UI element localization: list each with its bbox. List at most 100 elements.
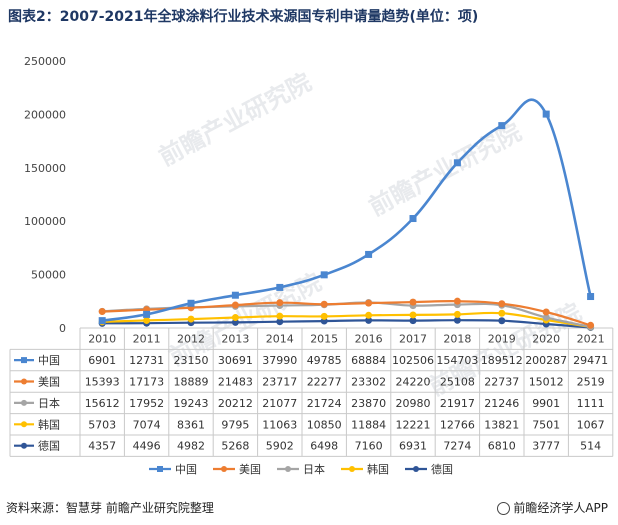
data-point-4-6 <box>365 316 373 324</box>
data-point-0-5 <box>320 271 328 279</box>
x-tick-label: 2014 <box>266 333 294 346</box>
data-label: 11884 <box>351 418 386 431</box>
data-label: 23302 <box>351 376 386 389</box>
data-point-3-5 <box>320 312 328 320</box>
data-label: 7074 <box>133 418 161 431</box>
data-label: 4496 <box>133 440 161 453</box>
data-label: 22277 <box>307 376 342 389</box>
x-tick-label: 2015 <box>310 333 338 346</box>
data-point-1-6 <box>365 299 373 307</box>
y-tick-label: 100000 <box>24 215 66 228</box>
data-label: 18889 <box>174 376 209 389</box>
data-point-0-1 <box>143 310 151 318</box>
legend-label: 韩国 <box>367 462 389 476</box>
credit: 前瞻经济学人APP <box>497 499 608 516</box>
data-point-0-0 <box>98 317 106 325</box>
data-label: 11063 <box>262 418 297 431</box>
x-tick-label: 2011 <box>133 333 161 346</box>
data-point-1-9 <box>498 300 506 308</box>
table-series-label: 德国 <box>38 439 60 453</box>
x-tick-label: 2020 <box>532 333 560 346</box>
legend-marker <box>285 466 291 472</box>
data-label: 7501 <box>532 418 560 431</box>
data-label: 6810 <box>488 440 516 453</box>
data-label: 21483 <box>218 376 253 389</box>
data-point-1-10 <box>542 308 550 316</box>
data-label: 9795 <box>221 418 249 431</box>
y-tick-label: 0 <box>59 322 66 335</box>
legend-marker <box>413 466 419 472</box>
legend-marker <box>157 466 163 472</box>
data-label: 1067 <box>577 418 605 431</box>
data-label: 189512 <box>481 354 523 367</box>
data-point-4-4 <box>276 318 284 326</box>
table-series-label: 中国 <box>38 354 60 367</box>
data-label: 21077 <box>262 397 297 410</box>
data-point-4-9 <box>498 317 506 325</box>
data-point-0-2 <box>187 299 195 307</box>
data-point-1-5 <box>320 300 328 308</box>
data-label: 2519 <box>577 376 605 389</box>
y-tick-label: 50000 <box>31 269 66 282</box>
table-legend-marker <box>21 421 27 428</box>
x-tick-label: 2016 <box>355 333 383 346</box>
data-point-1-11 <box>587 321 595 329</box>
data-label: 24220 <box>396 376 431 389</box>
legend-label: 中国 <box>175 463 197 476</box>
data-label: 6931 <box>399 440 427 453</box>
data-label: 5902 <box>266 440 294 453</box>
data-point-0-6 <box>365 250 373 258</box>
data-point-3-3 <box>231 314 239 322</box>
x-tick-label: 2019 <box>488 333 516 346</box>
data-label: 17173 <box>129 376 164 389</box>
y-tick-label: 250000 <box>24 55 66 68</box>
data-point-3-7 <box>409 311 417 319</box>
data-point-0-3 <box>231 291 239 299</box>
legend-label: 德国 <box>431 462 453 476</box>
data-label: 1111 <box>577 397 605 410</box>
data-point-0-8 <box>453 159 461 167</box>
data-label: 9901 <box>532 397 560 410</box>
data-label: 23150 <box>174 354 209 367</box>
data-label: 12766 <box>440 418 475 431</box>
table-series-label: 美国 <box>38 376 60 389</box>
data-label: 21246 <box>484 397 519 410</box>
data-label: 23870 <box>351 397 386 410</box>
data-label: 514 <box>580 440 601 453</box>
data-point-1-0 <box>98 308 106 316</box>
data-label: 22737 <box>484 376 519 389</box>
legend-marker <box>221 466 227 472</box>
source-note: 资料来源：智慧芽 前瞻产业研究院整理 <box>6 501 214 515</box>
data-label: 8361 <box>177 418 205 431</box>
data-label: 30691 <box>218 354 253 367</box>
data-label: 3777 <box>532 440 560 453</box>
data-point-3-1 <box>143 316 151 324</box>
data-label: 7160 <box>355 440 383 453</box>
data-label: 15012 <box>529 376 564 389</box>
series-line-0 <box>102 98 592 322</box>
data-point-0-7 <box>409 215 417 223</box>
data-label: 10850 <box>307 418 342 431</box>
data-label: 68884 <box>351 354 386 367</box>
series-line-3 <box>102 311 591 328</box>
data-point-0-11 <box>587 293 595 301</box>
table-series-label: 日本 <box>38 396 60 410</box>
credit-label: 前瞻经济学人APP <box>513 501 608 515</box>
table-legend-marker <box>21 399 27 406</box>
data-point-0-9 <box>498 122 506 130</box>
data-label: 15612 <box>85 397 120 410</box>
data-label: 13821 <box>484 418 519 431</box>
data-label: 6901 <box>88 354 116 367</box>
legend-marker <box>349 466 355 472</box>
x-tick-label: 2017 <box>399 333 427 346</box>
data-label: 21724 <box>307 397 342 410</box>
data-label: 12731 <box>129 354 164 367</box>
logo-icon <box>497 502 511 515</box>
chart-title: 图表2：2007-2021年全球涂料行业技术来源国专利申请量趋势(单位：项) <box>8 9 479 25</box>
data-label: 6498 <box>310 440 338 453</box>
data-point-1-8 <box>453 297 461 305</box>
data-point-4-7 <box>409 317 417 325</box>
legend-label: 美国 <box>239 463 261 476</box>
data-label: 5703 <box>88 418 116 431</box>
